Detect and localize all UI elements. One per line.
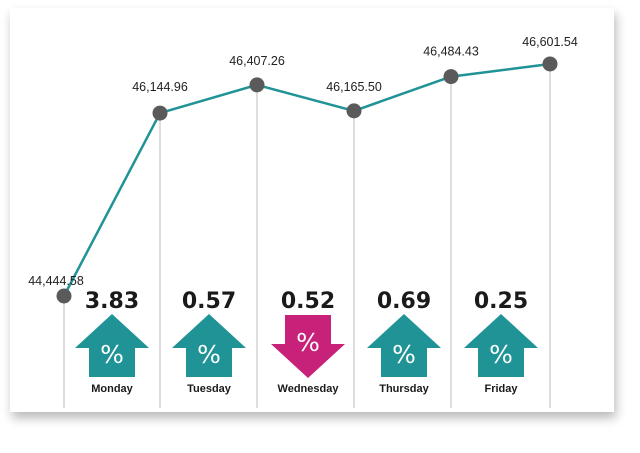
- change-value: 3.83: [85, 289, 139, 314]
- change-value: 0.57: [182, 289, 236, 314]
- percent-icon: %: [489, 340, 513, 369]
- arrow-up-icon: [367, 314, 441, 377]
- change-tuesday: 0.57% Tuesday: [172, 289, 246, 395]
- data-label: 46,407.26: [229, 54, 285, 68]
- chart-card: 44,444.58 46,144.96 46,407.26 46,165.50 46,4…: [10, 8, 614, 412]
- data-label: 46,165.50: [326, 80, 382, 94]
- data-point: [249, 77, 265, 93]
- series-line: [62, 62, 551, 297]
- data-label: 46,601.54: [522, 35, 578, 49]
- arrow-up-icon: [75, 314, 149, 377]
- data-point: [542, 56, 558, 72]
- percent-icon: %: [100, 340, 124, 369]
- percent-icon: %: [197, 340, 221, 369]
- data-point: [443, 69, 459, 85]
- percent-icon: %: [392, 340, 416, 369]
- arrow-up-icon: [172, 314, 246, 377]
- chart: 44,444.58 46,144.96 46,407.26 46,165.50 46,4…: [28, 35, 578, 408]
- data-label: 46,484.43: [423, 45, 479, 59]
- change-thursday: 0.69% Thursday: [367, 289, 441, 395]
- data-label: 46,144.96: [132, 80, 188, 94]
- change-value: 0.52: [281, 289, 335, 314]
- day-label: Wednesday: [278, 383, 340, 395]
- value-labels: 44,444.58 46,144.96 46,407.26 46,165.50 46,4…: [28, 35, 578, 288]
- change-friday: 0.25% Friday: [464, 289, 538, 395]
- day-label: Thursday: [379, 383, 429, 395]
- day-label: Tuesday: [187, 383, 232, 395]
- gridlines: [63, 63, 551, 408]
- daily-changes: 3.83% Monday 0.57% Tuesday 0.52% Wednesday 0.6…: [75, 289, 538, 395]
- change-wednesday: 0.52% Wednesday: [271, 289, 345, 395]
- day-label: Monday: [91, 383, 133, 395]
- data-point: [346, 103, 362, 119]
- data-point: [56, 288, 72, 304]
- arrow-up-icon: [464, 314, 538, 377]
- markers: [56, 56, 558, 304]
- change-value: 0.25: [474, 289, 528, 314]
- data-label: 44,444.58: [28, 274, 84, 288]
- change-value: 0.69: [377, 289, 431, 314]
- arrow-down-icon: [271, 315, 345, 378]
- percent-icon: %: [296, 328, 320, 357]
- data-point: [152, 105, 168, 121]
- day-label: Friday: [484, 383, 518, 395]
- change-monday: 3.83% Monday: [75, 289, 149, 395]
- series-polyline: [62, 62, 551, 297]
